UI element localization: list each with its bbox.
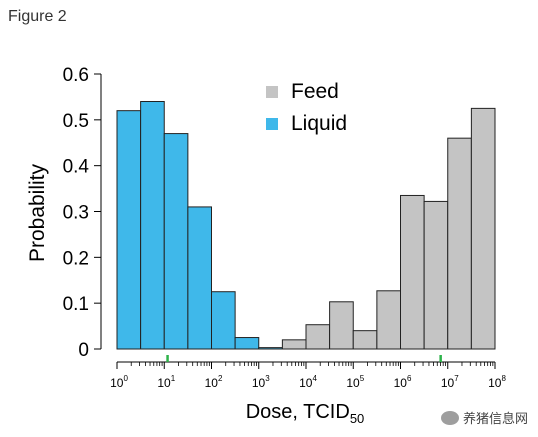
x-tick-label-7: 107 [441,374,459,390]
y-tick-label-0.4: 0.4 [63,157,90,178]
x-tick-label-3: 103 [252,374,270,390]
y-tick-label-0.1: 0.1 [63,294,89,315]
bar-liquid-5 [234,337,260,350]
bar-liquid-4 [211,291,236,350]
x-tick-label-1: 101 [157,374,175,390]
legend-swatch-liquid [266,118,278,130]
x-axis-label-main: Dose, TCID [246,401,350,423]
bar-liquid-3 [187,206,212,350]
watermark: 养猪信息网 [440,408,528,427]
legend: Feed Liquid [266,80,347,135]
wechat-icon [440,410,459,425]
x-tick-exponent-5: 5 [360,374,365,383]
y-tick-label-0.5: 0.5 [63,111,89,132]
bar-liquid-1 [140,101,165,350]
bar-liquid-0 [116,110,142,350]
bars-group [116,101,496,350]
x-axis-label-subscript: 50 [350,411,364,426]
bar-feed-8 [305,324,331,350]
x-tick-exponent-8: 8 [501,374,506,383]
bar-feed-15 [470,107,496,350]
x-tick-exponent-6: 6 [407,374,412,383]
x-tick-exponent-2: 2 [218,374,223,383]
bar-feed-7 [281,339,307,350]
x-tick-label-4: 104 [299,374,317,390]
bar-feed-14 [447,137,472,350]
legend-swatch-feed [266,86,278,98]
x-tick-label-5: 105 [346,374,364,390]
bar-feed-11 [376,290,401,350]
bar-feed-9 [329,301,354,350]
y-tick-label-0.2: 0.2 [63,248,89,269]
bar-liquid-6 [258,347,283,350]
y-tick-label-0.3: 0.3 [63,203,89,224]
x-tick-exponent-0: 0 [123,374,128,383]
x-tick-exponent-1: 1 [171,374,176,383]
legend-label-liquid: Liquid [291,112,347,135]
x-tick-label-0: 100 [110,374,128,390]
bar-feed-12 [400,194,425,350]
bar-feed-13 [423,200,449,350]
bar-feed-10 [352,330,378,350]
x-tick-label-6: 106 [394,374,412,390]
x-tick-label-8: 108 [488,374,506,390]
watermark-text: 养猪信息网 [462,412,528,427]
x-tick-label-2: 102 [205,374,223,390]
x-tick-exponent-4: 4 [312,374,317,383]
x-axis-label: Dose, TCID50 [246,401,365,426]
x-tick-exponent-7: 7 [454,374,459,383]
figure-label: Figure 2 [8,8,67,25]
y-tick-label-0.6: 0.6 [63,65,89,86]
bar-liquid-2 [163,133,189,350]
y-tick-label-0: 0 [78,340,89,361]
legend-label-feed: Feed [291,80,339,103]
x-tick-exponent-3: 3 [265,374,270,383]
y-axis-label: Probability [26,163,49,262]
